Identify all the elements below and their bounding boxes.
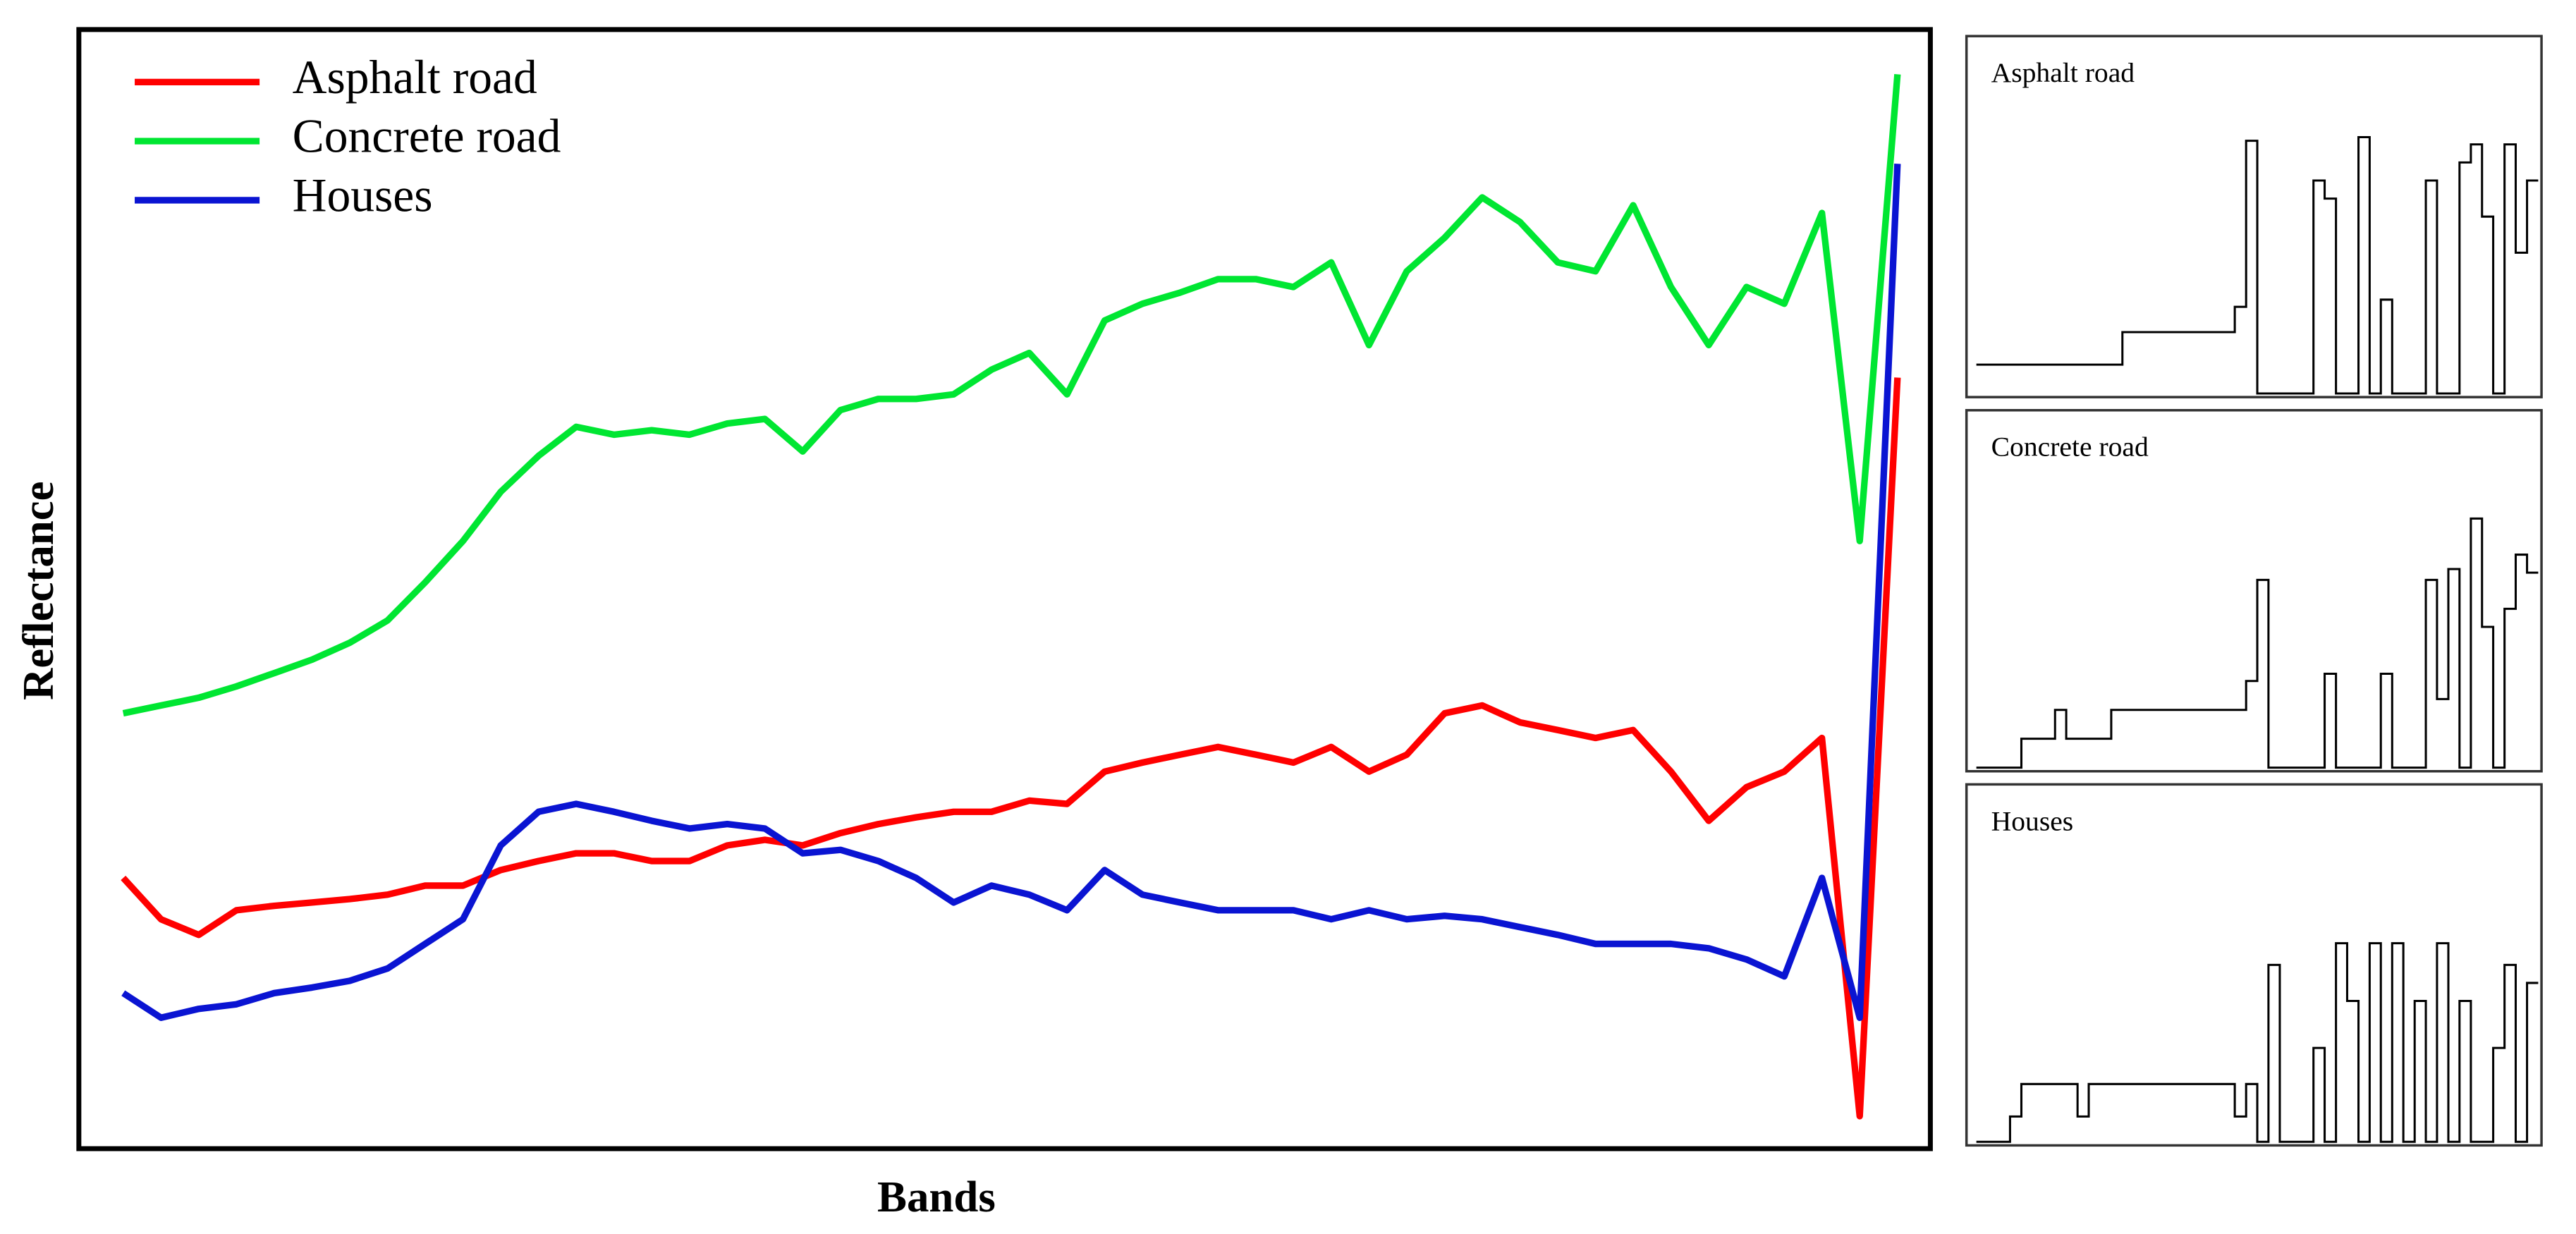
panel-frame [1965,409,2543,773]
step-line [1976,136,2539,395]
series-line [122,74,1901,717]
series-line [121,377,1901,1120]
series-line [121,164,1901,1021]
legend-label: Houses [293,169,433,221]
legend-label: Concrete road [293,110,561,163]
y-axis-label: Reflectance [13,482,63,700]
panel-title: Concrete road [1991,432,2149,463]
panel-title: Asphalt road [1991,57,2135,88]
legend-label: Asphalt road [293,51,537,104]
plot-frame [76,27,1933,1151]
step-line [1976,942,2539,1143]
x-axis-label: Bands [877,1172,996,1221]
step-line [1976,517,2539,769]
panel-frame [1965,783,2543,1147]
panel-title: Houses [1991,805,2074,836]
panel-frame [1965,35,2543,398]
